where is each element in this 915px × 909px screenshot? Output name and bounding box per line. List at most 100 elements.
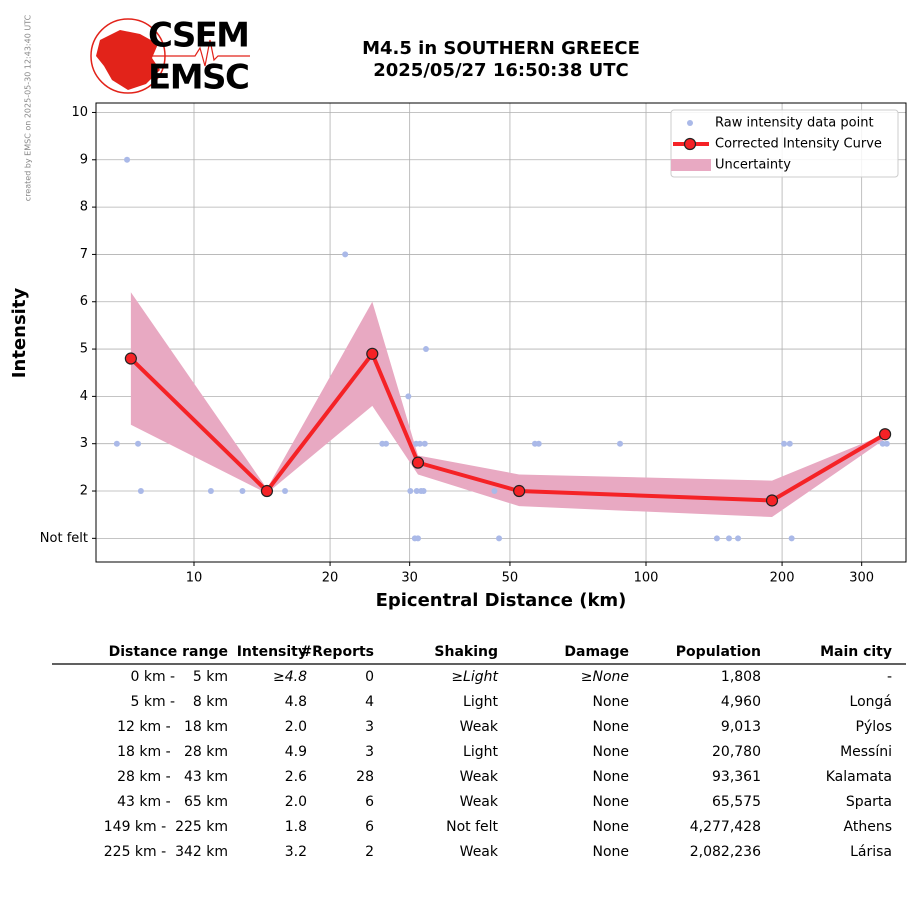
raw-point	[137, 488, 144, 495]
raw-point	[883, 440, 890, 447]
table-cell: 9,013	[721, 719, 761, 735]
curve-marker	[411, 456, 425, 469]
raw-point	[781, 440, 788, 447]
legend-key	[683, 137, 697, 151]
raw-point	[491, 488, 498, 495]
table-header: Intensity	[237, 644, 307, 660]
table-cell: Light	[463, 694, 498, 710]
raw-point	[414, 535, 421, 542]
legend-box	[670, 109, 899, 178]
table-cell: 6	[365, 819, 374, 835]
logo-wave	[150, 39, 250, 67]
raw-point	[725, 535, 732, 542]
table-cell: ≥None	[581, 669, 629, 685]
x-tick-label: 10	[186, 571, 203, 586]
table-cell: 1.8	[285, 819, 307, 835]
side-note: created by EMSC on 2025-05-30 12:43:40 U…	[24, 14, 33, 201]
plot: 10 20 30 50 100 200 300 Not felt 2 3 4 5 6 7 8 9 10 Raw i…	[40, 102, 907, 586]
table-cell: Light	[463, 744, 498, 760]
curve-marker	[366, 347, 379, 360]
curve-marker	[765, 494, 779, 507]
table-cell: 2,082,236	[690, 844, 761, 860]
y-tick-label: 3	[80, 436, 88, 451]
table-cell: Longá	[850, 694, 892, 710]
table-cell: 2.6	[285, 769, 307, 785]
chart-subtitle: 2025/05/27 16:50:38 UTC	[373, 60, 629, 81]
table-cell: Weak	[460, 844, 499, 860]
x-tick-label: 200	[770, 571, 795, 586]
table-header: #Reports	[300, 644, 374, 660]
y-axis-label: Intensity	[9, 288, 30, 379]
table-cell: 43 km - 65 km	[117, 794, 228, 810]
y-tick-label: 6	[80, 294, 88, 309]
table-cell: None	[592, 844, 629, 860]
table-cell: Weak	[460, 794, 499, 810]
table-cell: 4,960	[721, 694, 761, 710]
y-tick-label: 10	[71, 105, 88, 120]
y-tick-label: 9	[80, 152, 88, 167]
y-tick-label: 7	[80, 247, 88, 262]
raw-point	[535, 440, 542, 447]
raw-point	[713, 535, 720, 542]
table-cell: Athens	[844, 819, 892, 835]
table-cell: 4.8	[285, 694, 307, 710]
x-tick-label: 300	[849, 571, 874, 586]
table-cell: Weak	[460, 719, 499, 735]
table-cell: 28	[356, 769, 374, 785]
table-cell: 2.0	[285, 719, 307, 735]
table-cell: Kalamata	[826, 769, 892, 785]
table-cell: 2	[365, 844, 374, 860]
x-tick-label: 50	[502, 571, 519, 586]
table-header: Distance range	[109, 644, 228, 660]
table-cell: Not felt	[446, 819, 498, 835]
raw-point	[113, 440, 120, 447]
logo-top: CSEM	[148, 16, 250, 56]
legend-label: Uncertainty	[715, 158, 791, 173]
y-tick-label: 4	[80, 389, 88, 404]
raw-point	[416, 440, 423, 447]
x-axis-label: Epicentral Distance (km)	[376, 590, 627, 611]
table-cell: 2.0	[285, 794, 307, 810]
table-cell: -	[887, 669, 892, 685]
raw-point	[124, 156, 131, 163]
plot-frame	[95, 102, 907, 563]
table-cell: 3	[365, 744, 374, 760]
y-tick-label: 5	[80, 342, 88, 357]
table-cell: 5 km - 8 km	[130, 694, 228, 710]
raw-point	[282, 488, 289, 495]
table-cell: Messíni	[840, 744, 892, 760]
logo-map	[96, 30, 160, 90]
raw-point	[788, 535, 795, 542]
table-cell: 3	[365, 719, 374, 735]
raw-point	[342, 251, 349, 258]
legend-key	[671, 159, 711, 171]
table-cell: 6	[365, 794, 374, 810]
table-header: Damage	[564, 644, 629, 660]
raw-point	[786, 440, 793, 447]
logo-bottom: EMSC	[148, 58, 250, 98]
table-cell: 18 km - 28 km	[117, 744, 228, 760]
table-cell: ≥Light	[451, 669, 498, 685]
raw-point	[405, 393, 412, 400]
table-cell: 4	[365, 694, 374, 710]
x-tick-label: 100	[634, 571, 659, 586]
x-tick-label: 30	[401, 571, 418, 586]
y-tick-label: 2	[80, 484, 88, 499]
table-cell: None	[592, 744, 629, 760]
table-cell: None	[592, 719, 629, 735]
raw-point	[135, 440, 142, 447]
raw-point	[617, 440, 624, 447]
table-cell: None	[592, 794, 629, 810]
legend-key	[687, 120, 693, 126]
table-header: Population	[676, 644, 761, 660]
table-cell: None	[592, 819, 629, 835]
raw-point	[207, 488, 214, 495]
curve-marker	[260, 484, 274, 498]
raw-point	[496, 535, 503, 542]
curve-marker	[878, 428, 892, 441]
legend-label: Raw intensity data point	[715, 116, 874, 131]
raw-point	[421, 440, 428, 447]
table-cell: 28 km - 43 km	[117, 769, 228, 785]
raw-point	[422, 346, 429, 353]
